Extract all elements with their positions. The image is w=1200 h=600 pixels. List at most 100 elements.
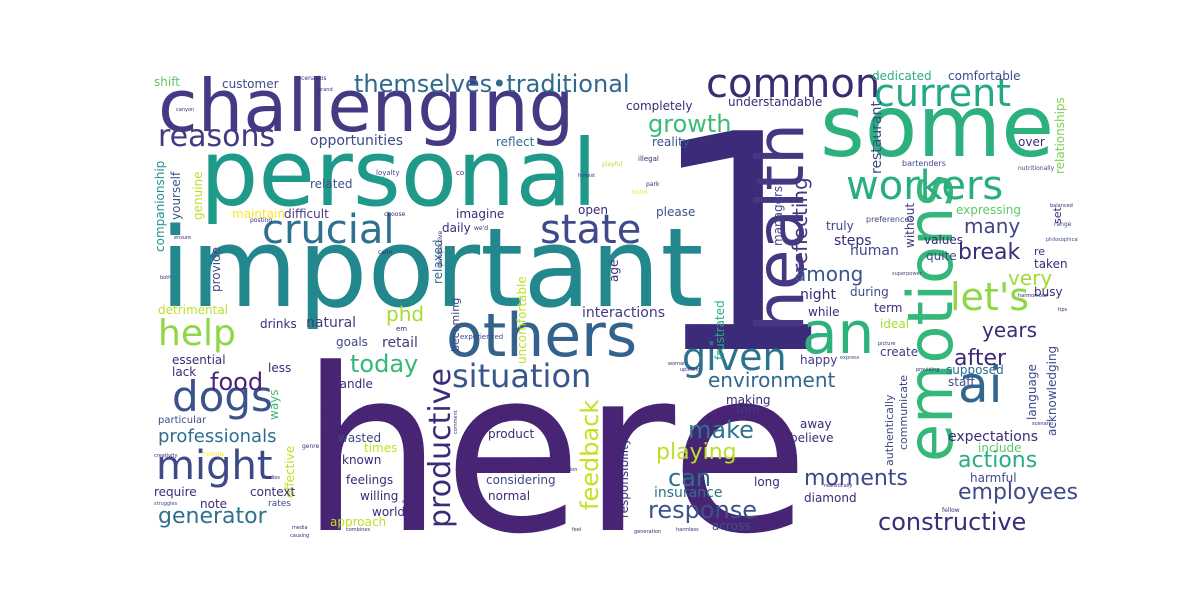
word-traditional: traditional bbox=[506, 70, 630, 98]
word-known: known bbox=[342, 453, 382, 467]
word-shift: shift bbox=[154, 75, 180, 89]
word-years: years bbox=[982, 318, 1038, 342]
word-creativity: creativity bbox=[154, 453, 178, 459]
word-causing: causing bbox=[290, 533, 310, 539]
word-harmonious: harmonious bbox=[1018, 293, 1048, 299]
word-fellow: fellow bbox=[942, 507, 960, 514]
word-natural: natural bbox=[306, 315, 357, 331]
word-ways: ways bbox=[267, 389, 281, 420]
word-daily: daily bbox=[442, 221, 471, 235]
word-media: media bbox=[292, 525, 308, 531]
word-growth: growth bbox=[648, 110, 732, 138]
word-interactions: interactions bbox=[582, 305, 666, 321]
word-don: don bbox=[568, 467, 578, 473]
word-context: context bbox=[250, 485, 296, 499]
word-note: note bbox=[200, 497, 228, 511]
word-aside: aside bbox=[402, 499, 416, 505]
word-genuine: genuine bbox=[191, 171, 205, 220]
word-philosophical: philosophical bbox=[1046, 237, 1078, 243]
word-scenarios: scenarios bbox=[298, 75, 327, 82]
word-might: might bbox=[156, 443, 273, 489]
word-after: after bbox=[954, 346, 1007, 371]
word-steps: steps bbox=[834, 233, 872, 249]
word-handle: handle bbox=[332, 377, 373, 391]
word-while: while bbox=[808, 305, 840, 319]
word-essential: essential bbox=[172, 353, 226, 367]
word-harmless: harmless bbox=[676, 527, 699, 533]
word-some: some bbox=[820, 77, 1055, 177]
word-yourself: yourself bbox=[169, 171, 183, 220]
word-honest: honest bbox=[578, 173, 596, 179]
word-values: values bbox=[924, 233, 964, 247]
word-insurance: insurance bbox=[654, 485, 723, 501]
word-authentically: authentically bbox=[883, 394, 896, 466]
word-imagine: imagine bbox=[456, 207, 505, 221]
word-grand: grand bbox=[318, 87, 333, 93]
word-night: night bbox=[800, 287, 837, 303]
word-friendly: friendly bbox=[202, 451, 225, 458]
word-playing: playing bbox=[656, 440, 737, 465]
word-professionals: professionals bbox=[158, 426, 277, 447]
word-both: both bbox=[160, 275, 172, 281]
word-customer: customer bbox=[222, 77, 279, 91]
word-away: away bbox=[800, 417, 832, 431]
word-nutritionally: nutritionally bbox=[1018, 165, 1055, 172]
word-restaurant: restaurant bbox=[869, 101, 885, 174]
word-food: food bbox=[210, 368, 264, 396]
word-superpower: superpower bbox=[892, 271, 922, 277]
word-drinks: drinks bbox=[260, 317, 297, 331]
word-rates: rates bbox=[268, 499, 291, 509]
word-create: create bbox=[880, 345, 919, 359]
word-please: please bbox=[656, 205, 696, 219]
word-given: given bbox=[682, 335, 787, 379]
word-term: term bbox=[874, 301, 903, 315]
word-provide: provide bbox=[209, 246, 223, 292]
word-particular: particular bbox=[158, 415, 207, 426]
word-generation: generation bbox=[634, 529, 662, 535]
word-managers: managers bbox=[771, 185, 785, 246]
word-wed: we'd bbox=[474, 225, 489, 232]
word-quite: quite bbox=[926, 249, 957, 263]
word-wasted: wasted bbox=[338, 431, 382, 445]
word-feedback: feedback bbox=[576, 399, 604, 510]
word-loyalty: loyalty bbox=[376, 169, 400, 177]
word-situation: situation bbox=[452, 357, 592, 395]
word-dedicated: dedicated bbox=[872, 70, 932, 83]
word-re: re bbox=[1034, 245, 1046, 258]
word-require: require bbox=[154, 485, 197, 499]
word-detrimental: detrimental bbox=[158, 303, 229, 317]
word-canyon: canyon bbox=[176, 107, 195, 113]
word-uncomfortable: uncomfortable bbox=[515, 276, 529, 364]
word-reflect: reflect bbox=[496, 135, 535, 149]
word-becoming: becoming bbox=[449, 297, 462, 352]
word-believe: believe bbox=[790, 431, 834, 445]
word-truly: truly bbox=[826, 219, 854, 233]
word-ai: ai bbox=[958, 356, 1003, 414]
word-preferences: preferences bbox=[866, 215, 914, 224]
word-lack: lack bbox=[172, 365, 197, 379]
word-s: s bbox=[698, 323, 705, 337]
word-dogs: dogs bbox=[172, 372, 273, 421]
word-ideal: ideal bbox=[880, 317, 910, 331]
word-language: language bbox=[1025, 364, 1039, 420]
word-busy: busy bbox=[1034, 285, 1063, 299]
word-em: em bbox=[396, 325, 408, 333]
word-others: others bbox=[446, 301, 638, 371]
word-themselves-traditional: themselves•traditional bbox=[354, 70, 630, 98]
word-themselves: themselves bbox=[354, 70, 493, 98]
word-very: very bbox=[1008, 266, 1053, 290]
word-illegal: illegal bbox=[638, 155, 659, 163]
word-environment: environment bbox=[708, 368, 836, 392]
word-providing: providing bbox=[916, 367, 940, 373]
word-constructive: constructive bbox=[878, 508, 1027, 536]
word-willing: willing bbox=[360, 489, 399, 503]
word-realistically: realistically bbox=[824, 483, 853, 489]
word-important: important bbox=[160, 204, 704, 332]
word-uplifting: uplifting bbox=[680, 367, 701, 373]
word-understandable: understandable bbox=[728, 95, 823, 109]
word-bond: bond bbox=[632, 189, 648, 196]
word-phd: phd bbox=[386, 302, 425, 326]
word-harmful: harmful bbox=[970, 471, 1017, 485]
word-posting: posting bbox=[250, 217, 273, 224]
word-reflecting: reflecting bbox=[788, 177, 812, 272]
